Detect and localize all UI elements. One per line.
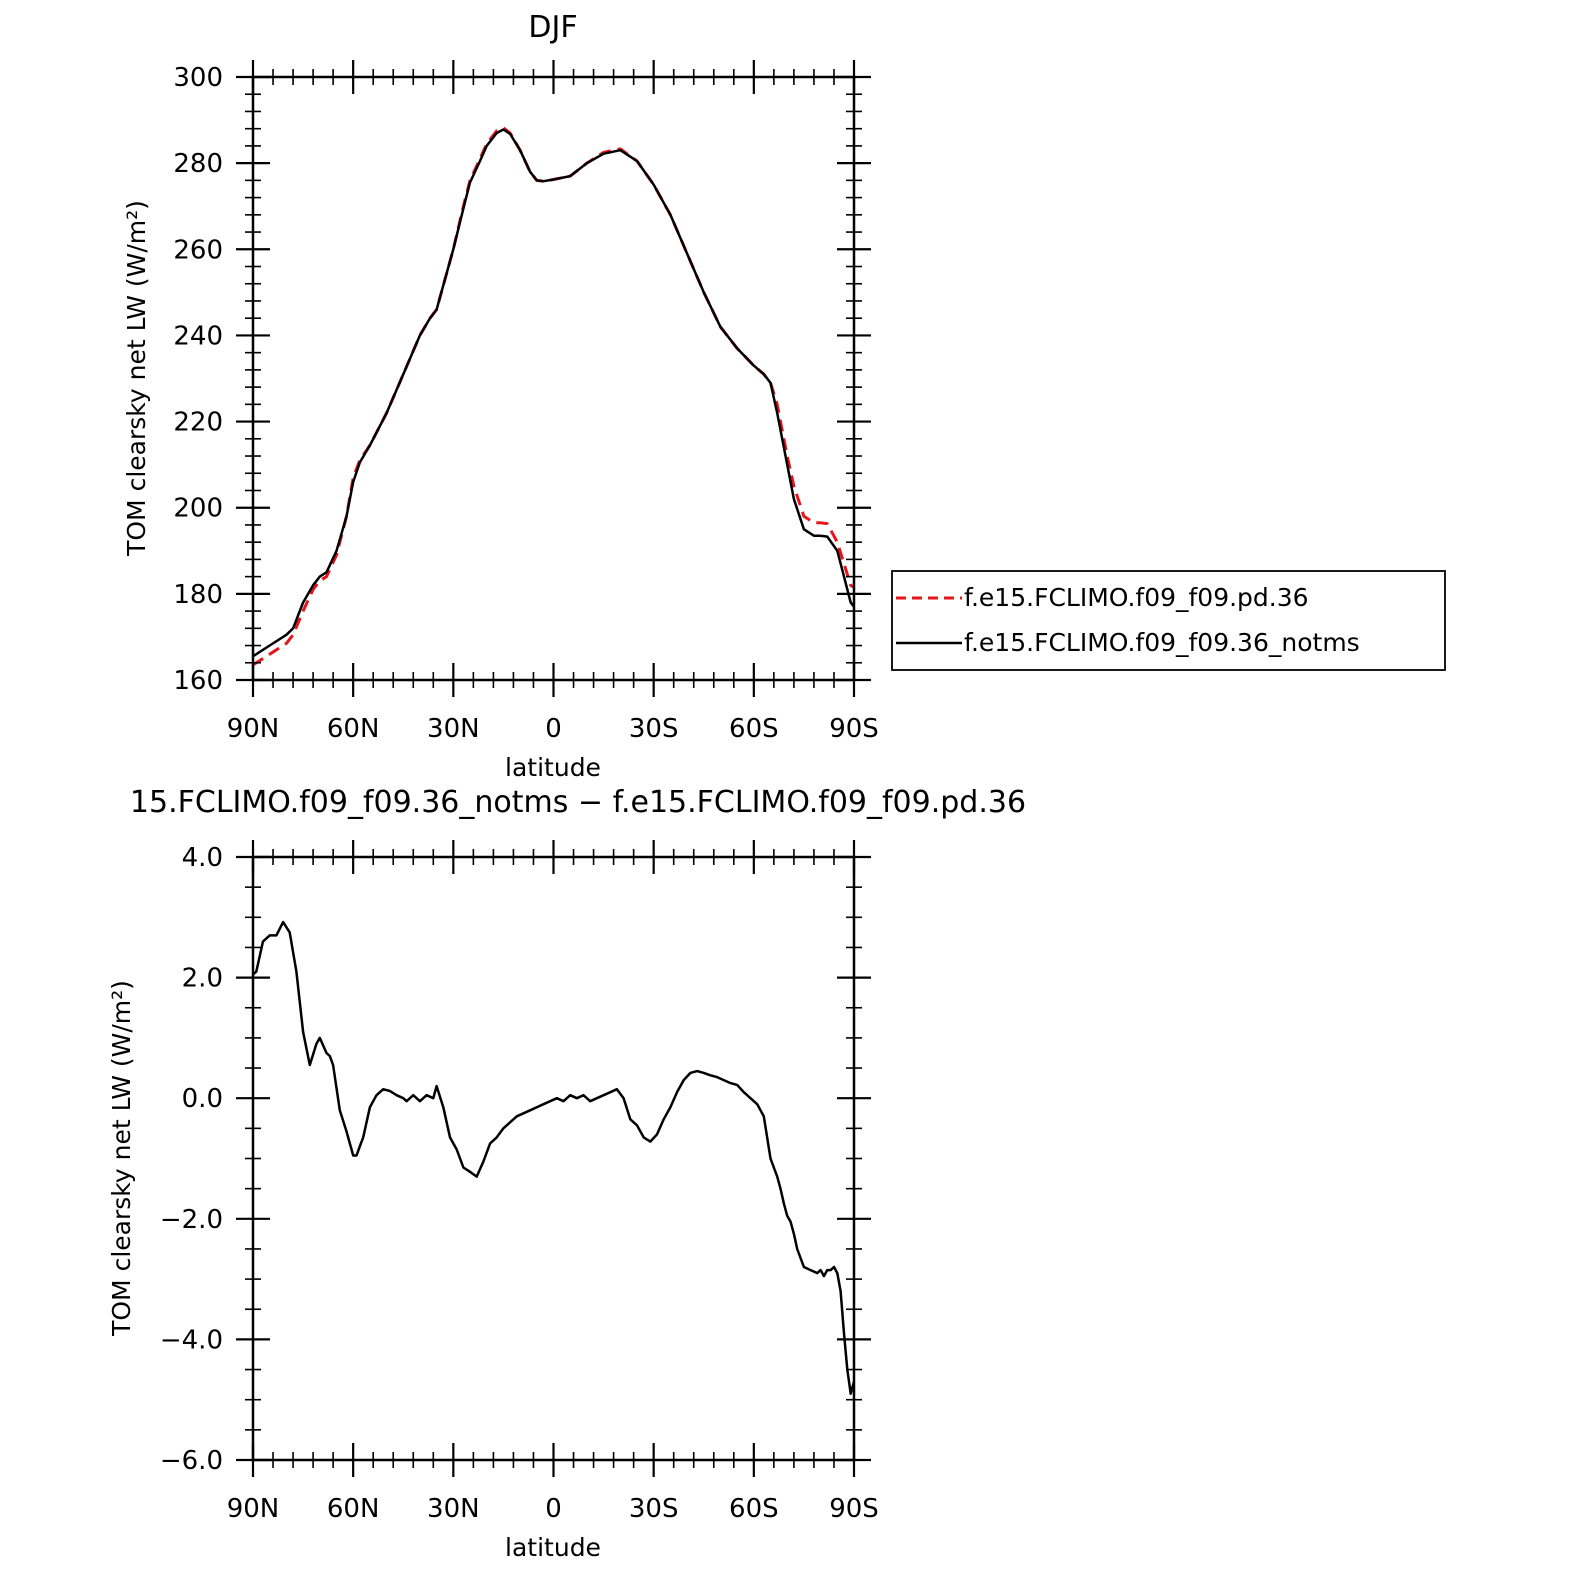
top-y-tick-label: 180 [173,580,223,610]
bottom-y-tick-labels: −6.0 −4.0 −2.0 0.0 2.0 4.0 [160,843,223,1476]
bottom-y-tick-label: 2.0 [182,964,223,994]
bottom-plot-frame [251,855,856,1462]
top-y-tick-label: 160 [173,666,223,696]
top-x-tick-labels: 90N 60N 30N 0 30S 60S 90S [227,714,879,744]
bottom-x-tick-label: 30S [629,1494,679,1524]
bottom-x-tick-label: 60N [327,1494,380,1524]
top-x-tick-label: 60S [729,714,779,744]
bottom-x-tick-labels: 90N 60N 30N 0 30S 60S 90S [227,1494,879,1524]
top-x-tick-label: 30N [427,714,480,744]
legend-box [891,570,1446,671]
top-x-tick-label: 0 [545,714,562,744]
top-y-tick-label: 300 [173,63,223,93]
top-ticks [236,60,871,697]
top-plot-frame [251,75,856,682]
top-y-tick-label: 280 [173,149,223,179]
top-x-tick-label: 60N [327,714,380,744]
top-x-axis-label: latitude [505,753,601,782]
bottom-panel: 15.FCLIMO.f09_f09.36_notms − f.e15.FCLIM… [107,785,1026,1562]
bottom-x-tick-label: 60S [729,1494,779,1524]
top-x-tick-label: 90N [227,714,280,744]
bottom-x-axis-label: latitude [505,1533,601,1562]
bottom-series-lines [252,920,856,1395]
top-series-line-ref [252,126,855,667]
top-y-tick-label: 240 [173,321,223,351]
bottom-y-tick-label: −6.0 [160,1446,223,1476]
top-y-tick-label: 220 [173,408,223,438]
top-y-tick-label: 200 [173,494,223,524]
bottom-y-axis-label: TOM clearsky net LW (W/m²) [107,980,136,1337]
legend-label-ref: f.e15.FCLIMO.f09_f09.pd.36 [964,583,1309,612]
top-x-tick-label: 30S [629,714,679,744]
legend-label-test: f.e15.FCLIMO.f09_f09.36_notms [964,628,1360,657]
bottom-title: 15.FCLIMO.f09_f09.36_notms − f.e15.FCLIM… [130,785,1026,820]
bottom-x-tick-label: 90S [829,1494,879,1524]
legend: f.e15.FCLIMO.f09_f09.pd.36 f.e15.FCLIMO.… [891,570,1446,671]
bottom-series-line-test [252,920,856,1395]
bottom-x-tick-label: 90N [227,1494,280,1524]
bottom-y-tick-label: −4.0 [160,1325,223,1355]
bottom-x-tick-label: 0 [545,1494,562,1524]
top-y-tick-label: 260 [173,235,223,265]
bottom-y-tick-label: −2.0 [160,1205,223,1235]
bottom-x-tick-label: 30N [427,1494,480,1524]
top-series-line-test [252,128,855,658]
bottom-y-tick-label: 0.0 [182,1084,223,1114]
top-title: DJF [528,10,577,45]
top-series-lines [252,126,855,667]
top-y-tick-labels: 160 180 200 220 240 260 280 300 [173,63,223,696]
bottom-ticks [236,840,871,1477]
bottom-y-tick-label: 4.0 [182,843,223,873]
top-panel: DJF 90N 60N 30N 0 30S 60S 90S 160 180 200 220 240 2… [122,10,1446,782]
top-y-axis-label: TOM clearsky net LW (W/m²) [122,200,151,557]
top-x-tick-label: 90S [829,714,879,744]
